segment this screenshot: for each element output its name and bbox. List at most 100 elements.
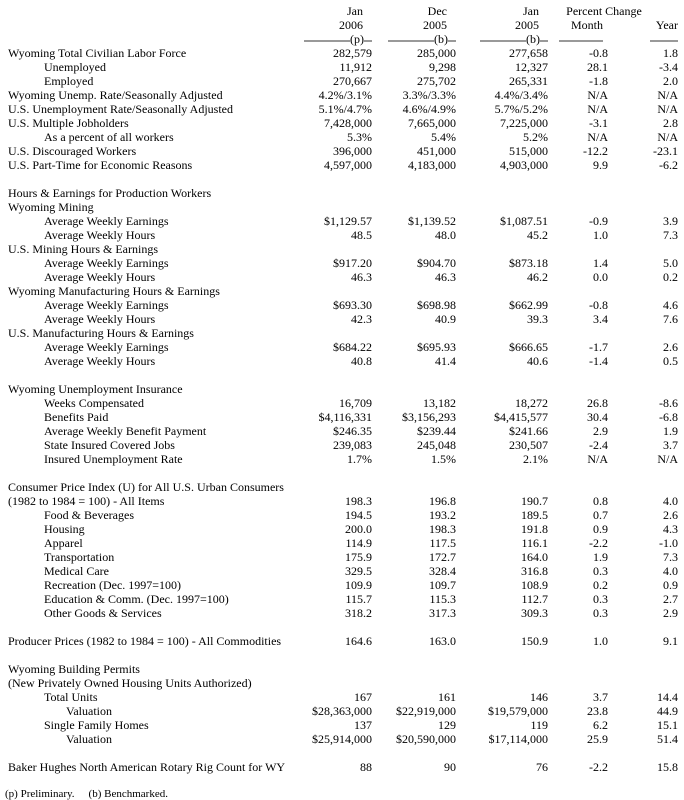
value-cell: $695.93 [417, 340, 456, 354]
value-cell: 5.0 [663, 256, 678, 270]
value-cell [372, 186, 456, 200]
value-cell [456, 284, 548, 298]
header-spacer [0, 32, 284, 46]
row-label: Average Weekly Benefit Payment [44, 424, 207, 438]
value-cell: 0.9 [593, 522, 608, 536]
value-cell [456, 648, 548, 662]
value-cell [284, 648, 372, 662]
value-cell: $239.44 [417, 424, 456, 438]
value-cell: 198.3 [345, 494, 372, 508]
value-cell: $873.18 [509, 256, 548, 270]
value-cell [372, 172, 456, 186]
table-row: Valuation $25,914,000 $20,590,000 $17,114,0… [0, 732, 684, 746]
value-cell: 194.5 [345, 508, 372, 522]
value-cell: 193.2 [429, 508, 456, 522]
value-cell: 1.5% [431, 452, 456, 466]
percent-change-header: Percent Change [566, 4, 642, 18]
value-cell [456, 662, 548, 676]
row-label: Education & Comm. (Dec. 1997=100) [44, 592, 229, 606]
row-label: Wyoming Total Civilian Labor Force [8, 46, 187, 60]
value-cell: 2.9 [593, 424, 608, 438]
value-cell [284, 368, 372, 382]
table-row: U.S. Manufacturing Hours & Earnings [0, 326, 684, 340]
value-cell: N/A [657, 102, 678, 116]
table-row: Food & Beverages 194.5 193.2 189.5 0.7 2.6 [0, 508, 684, 522]
value-cell [284, 480, 372, 494]
value-cell [548, 620, 608, 634]
value-cell: $3,156,293 [402, 410, 456, 424]
value-cell: 245,048 [417, 438, 456, 452]
value-cell [456, 480, 548, 494]
value-cell: 119 [530, 718, 548, 732]
value-cell: 108.9 [521, 578, 548, 592]
value-cell [284, 382, 372, 396]
table-row: Education & Comm. (Dec. 1997=100) 115.7 11… [0, 592, 684, 606]
value-cell: 9,298 [429, 60, 456, 74]
value-cell: 46.3 [435, 270, 456, 284]
table-row: (New Privately Owned Housing Units Autho… [0, 676, 684, 690]
value-cell: 265,331 [509, 74, 548, 88]
value-cell: 117.5 [429, 536, 456, 550]
table-row: Average Weekly Hours 48.5 48.0 45.2 1.0 7.3 [0, 228, 684, 242]
value-cell: 515,000 [509, 144, 548, 158]
table-row: Producer Prices (1982 to 1984 = 100) - A… [0, 634, 684, 648]
value-cell [456, 466, 548, 480]
value-cell: 5.1%/4.7% [318, 102, 372, 116]
value-cell: 329.5 [345, 564, 372, 578]
table-row: Total Units 167 161 146 3.7 14.4 [0, 690, 684, 704]
value-cell: 0.3 [593, 592, 608, 606]
value-cell: 277,658 [509, 46, 548, 60]
spacer-row [0, 746, 684, 760]
value-cell: 282,579 [333, 46, 372, 60]
row-label: Valuation [66, 704, 112, 718]
value-cell [284, 676, 372, 690]
value-cell [284, 326, 372, 340]
value-cell: 137 [354, 718, 372, 732]
value-cell: $662.99 [509, 298, 548, 312]
value-cell: 396,000 [333, 144, 372, 158]
value-cell: 2.7 [663, 592, 678, 606]
table-row: Average Weekly Hours 40.8 41.4 40.6 -1.4 0.5 [0, 354, 684, 368]
value-cell [548, 480, 608, 494]
value-cell: 41.4 [435, 354, 456, 368]
value-cell: 1.8 [663, 46, 678, 60]
row-label: Average Weekly Hours [44, 312, 156, 326]
value-cell: 48.0 [435, 228, 456, 242]
underline-rule [559, 40, 603, 42]
value-cell: 51.4 [657, 732, 678, 746]
value-cell: 328.4 [429, 564, 456, 578]
col-header-year-3: 2005 [515, 18, 539, 32]
value-cell: 230,507 [509, 438, 548, 452]
value-cell [372, 648, 456, 662]
value-cell: 198.3 [429, 522, 456, 536]
value-cell [456, 746, 548, 760]
table-row: Wyoming Mining [0, 200, 684, 214]
table-row: Weeks Compensated 16,709 13,182 18,272 26.8 -… [0, 396, 684, 410]
col-header-month-change: Month [570, 18, 603, 32]
table-row: Apparel 114.9 117.5 116.1 -2.2 -1.0 [0, 536, 684, 550]
value-cell: 7.3 [663, 228, 678, 242]
value-cell: 25.9 [587, 732, 608, 746]
value-cell: $4,116,331 [318, 410, 372, 424]
value-cell: 3.7 [663, 438, 678, 452]
row-label [0, 648, 284, 662]
value-cell [372, 382, 456, 396]
table-row: Wyoming Unemployment Insurance [0, 382, 684, 396]
value-cell [548, 466, 608, 480]
underline-rule [364, 40, 372, 42]
value-cell: 164.0 [521, 550, 548, 564]
header-row-years: 2006 2005 2005 Month Year [0, 18, 684, 32]
value-cell: 190.7 [521, 494, 548, 508]
value-cell: 0.7 [593, 508, 608, 522]
value-cell: $22,919,000 [396, 704, 456, 718]
value-cell: $25,914,000 [312, 732, 372, 746]
row-label: U.S. Unemployment Rate/Seasonally Adjust… [8, 102, 233, 116]
value-cell: 4.3 [663, 522, 678, 536]
value-cell: $917.20 [333, 256, 372, 270]
note-label: (p) [350, 32, 364, 46]
value-cell: 1.0 [593, 634, 608, 648]
value-cell: 88 [360, 760, 372, 774]
value-cell [284, 200, 372, 214]
spacer-row [0, 466, 684, 480]
value-cell [372, 466, 456, 480]
